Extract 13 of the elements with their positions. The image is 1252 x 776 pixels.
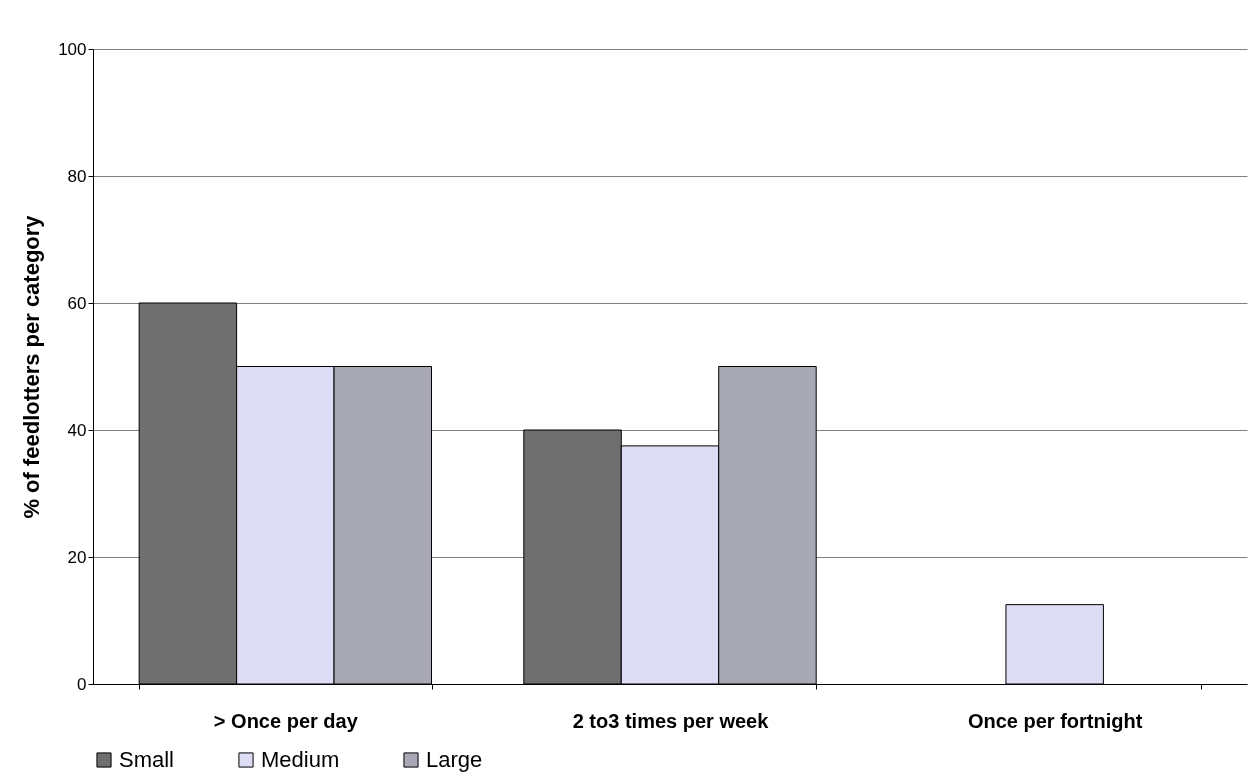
x-tick-label: Once per fortnight (967, 709, 1143, 732)
x-tick-label: 2 to3 times per week (572, 709, 770, 732)
legend-label: Large (426, 747, 483, 772)
y-tick-label: 0 (77, 674, 87, 694)
y-tick-label: 60 (67, 293, 87, 313)
x-tick-label: > Once per day (213, 709, 359, 732)
y-tick-label: 40 (67, 420, 87, 440)
legend-label: Small (119, 747, 175, 772)
y-axis-title: % of feedlotters per category (19, 214, 45, 519)
legend-label: Medium (261, 747, 340, 772)
y-tick-label: 100 (58, 39, 87, 59)
y-tick-label: 80 (67, 166, 87, 186)
y-tick-label: 20 (67, 547, 87, 567)
